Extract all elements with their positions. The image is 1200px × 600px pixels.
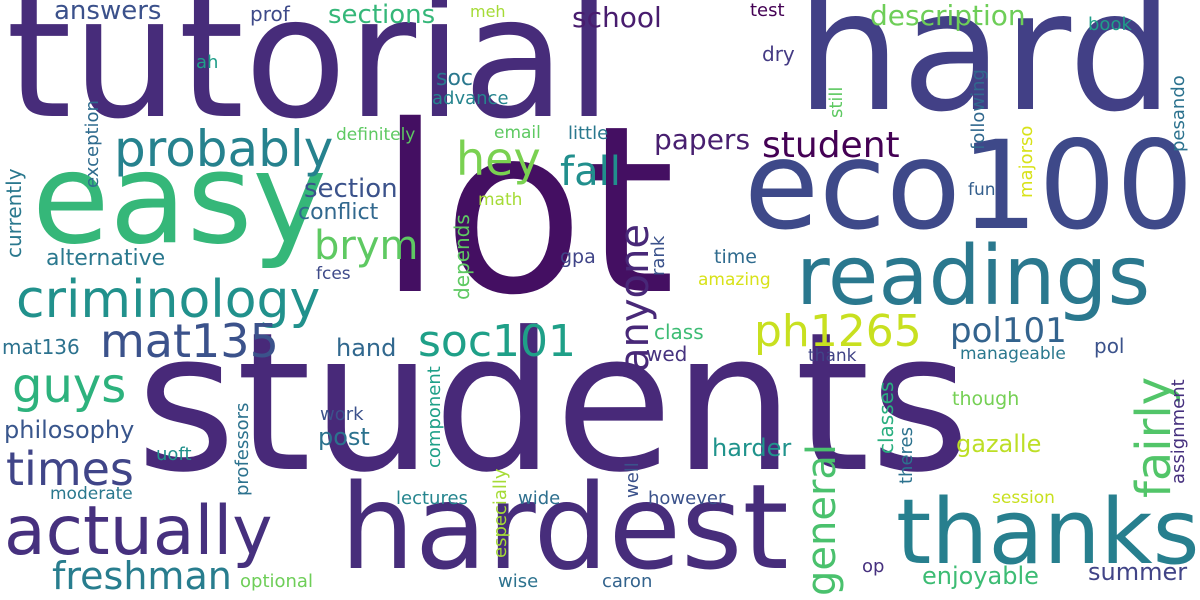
- word-op: op: [862, 556, 885, 577]
- word-summer: summer: [1088, 558, 1188, 586]
- word-freshman: freshman: [52, 554, 232, 598]
- word-student: student: [762, 125, 900, 166]
- word-pol101: pol101: [950, 311, 1067, 351]
- word-readings: readings: [796, 229, 1151, 324]
- word-hand: hand: [336, 334, 397, 362]
- word-dry: dry: [762, 42, 795, 66]
- word-philosophy: philosophy: [4, 416, 135, 444]
- word-description: description: [870, 0, 1026, 32]
- word-easy: easy: [32, 125, 327, 272]
- word-following: following: [968, 69, 989, 150]
- word-mat136: mat136: [2, 335, 80, 359]
- word-classes: classes: [874, 381, 898, 454]
- word-though: though: [952, 388, 1020, 410]
- word-ph1265: ph1265: [754, 306, 922, 357]
- word-eco100: eco100: [744, 115, 1194, 257]
- word-alternative: alternative: [46, 246, 166, 271]
- word-component: component: [424, 366, 445, 468]
- word-email: email: [494, 123, 541, 143]
- word-papers: papers: [654, 123, 751, 156]
- word-probably: probably: [114, 120, 334, 178]
- word-advance: advance: [432, 88, 509, 109]
- word-especially: especially: [490, 468, 511, 558]
- word-session: session: [992, 488, 1055, 508]
- word-lot: lot: [378, 76, 676, 346]
- word-mat135: mat135: [100, 314, 279, 368]
- word-hey: hey: [456, 132, 541, 186]
- word-definitely: definitely: [336, 125, 416, 145]
- word-conflict: conflict: [298, 200, 379, 225]
- word-wise: wise: [498, 571, 539, 592]
- word-pesando: pesando: [1168, 75, 1189, 152]
- word-optional: optional: [240, 571, 313, 592]
- word-fces: fces: [316, 264, 351, 284]
- word-well: well: [622, 462, 643, 498]
- word-work: work: [320, 404, 364, 425]
- word-actually: actually: [4, 492, 273, 571]
- word-thank: thank: [808, 346, 857, 366]
- word-soc: soc: [436, 66, 474, 91]
- word-answers: answers: [54, 0, 162, 26]
- word-fall: fall: [560, 149, 621, 195]
- word-criminology: criminology: [16, 270, 321, 330]
- word-still: still: [826, 86, 847, 118]
- word-class: class: [654, 320, 704, 344]
- word-manageable: manageable: [960, 344, 1066, 364]
- word-little: little: [568, 123, 609, 144]
- word-currently: currently: [2, 168, 26, 258]
- word-harder: harder: [712, 434, 792, 462]
- word-section: section: [304, 174, 398, 204]
- word-brym: brym: [314, 223, 419, 269]
- word-wide: wide: [518, 488, 561, 509]
- word-tutorial: tutorial: [6, 0, 613, 156]
- word-exception: exception: [82, 100, 103, 188]
- word-pol: pol: [1094, 334, 1125, 358]
- word-professors: professors: [232, 402, 253, 496]
- word-theres: theres: [896, 427, 917, 484]
- word-depends: depends: [450, 214, 474, 300]
- word-school: school: [572, 1, 662, 34]
- word-rank: rank: [648, 235, 669, 276]
- word-however: however: [648, 488, 726, 509]
- word-amazing: amazing: [698, 270, 771, 290]
- word-ah: ah: [196, 52, 219, 73]
- word-assignment: assignment: [1168, 379, 1189, 484]
- word-prof: prof: [250, 2, 290, 26]
- word-wed: wed: [646, 342, 688, 366]
- word-gpa: gpa: [560, 246, 596, 268]
- word-enjoyable: enjoyable: [922, 562, 1039, 590]
- word-fun: fun: [968, 180, 996, 200]
- word-time: time: [714, 246, 757, 268]
- word-meh: meh: [470, 2, 506, 21]
- word-test: test: [750, 0, 785, 21]
- word-hardest: hardest: [340, 458, 789, 596]
- word-majorso: majorso: [1016, 125, 1037, 198]
- word-caron: caron: [602, 571, 653, 592]
- word-post: post: [318, 423, 370, 451]
- word-sections: sections: [328, 0, 436, 30]
- word-book: book: [1088, 14, 1132, 35]
- word-guys: guys: [12, 358, 127, 414]
- word-general: general: [799, 443, 845, 596]
- word-math: math: [478, 190, 523, 210]
- word-times: times: [6, 442, 134, 496]
- word-hard: hard: [796, 0, 1174, 149]
- word-students: students: [136, 292, 970, 515]
- word-soc101: soc101: [418, 316, 577, 367]
- word-thanks: thanks: [896, 480, 1200, 585]
- word-moderate: moderate: [50, 484, 133, 504]
- word-uoft: uoft: [156, 444, 192, 465]
- word-lectures: lectures: [396, 488, 468, 509]
- word-gazalle: gazalle: [956, 430, 1042, 458]
